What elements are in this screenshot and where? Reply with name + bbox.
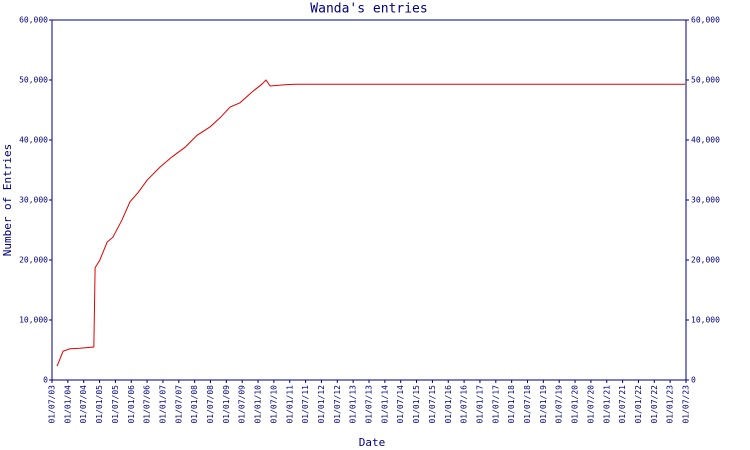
- chart-title: Wanda's entries: [310, 2, 427, 17]
- x-tick-label: 01/01/13: [349, 385, 358, 424]
- x-tick-label: 01/01/23: [666, 385, 675, 424]
- x-axis-label: Date: [359, 436, 386, 449]
- x-tick-label: 01/07/05: [111, 385, 120, 424]
- y-tick-label: 0: [43, 376, 48, 385]
- y2-tick-label: 10,000: [691, 316, 720, 325]
- x-tick-label: 01/01/21: [602, 385, 611, 424]
- x-tick-label: 01/07/14: [396, 385, 405, 424]
- x-tick-label: 01/01/20: [571, 385, 580, 424]
- y2-tick-label: 50,000: [691, 76, 720, 85]
- y-tick-label: 30,000: [19, 196, 48, 205]
- x-tick-label: 01/07/03: [48, 385, 57, 424]
- x-tick-label: 01/07/19: [555, 385, 564, 424]
- x-tick-label: 01/07/11: [301, 385, 310, 424]
- x-tick-label: 01/07/12: [333, 385, 342, 424]
- data-line: [56, 79, 686, 367]
- y2-tick-label: 60,000: [691, 16, 720, 25]
- x-tick-label: 01/01/04: [63, 385, 72, 424]
- x-tick-label: 01/01/07: [158, 385, 167, 424]
- y-tick-label: 20,000: [19, 256, 48, 265]
- y2-tick-label: 20,000: [691, 256, 720, 265]
- y-tick-label: 40,000: [19, 136, 48, 145]
- x-tick-label: 01/07/10: [269, 385, 278, 424]
- x-tick-label: 01/07/07: [174, 385, 183, 424]
- y2-tick-label: 40,000: [691, 136, 720, 145]
- x-tick-label: 01/01/10: [254, 385, 263, 424]
- x-tick-label: 01/01/14: [380, 385, 389, 424]
- x-tick-label: 01/07/09: [238, 385, 247, 424]
- x-tick-label: 01/01/19: [539, 385, 548, 424]
- x-tick-label: 01/07/13: [365, 385, 374, 424]
- x-tick-label: 01/01/11: [285, 385, 294, 424]
- x-tick-label: 01/07/04: [79, 385, 88, 424]
- x-tick-label: 01/07/20: [586, 385, 595, 424]
- x-tick-label: 01/07/18: [523, 385, 532, 424]
- x-tick-label: 01/07/06: [143, 385, 152, 424]
- y2-tick-label: 30,000: [691, 196, 720, 205]
- x-tick-label: 01/07/16: [460, 385, 469, 424]
- x-tick-label: 01/07/21: [618, 385, 627, 424]
- x-tick-label: 01/01/05: [95, 385, 104, 424]
- x-tick-label: 01/01/22: [634, 385, 643, 424]
- x-tick-label: 01/01/06: [127, 385, 136, 424]
- x-tick-label: 01/07/22: [650, 385, 659, 424]
- y-axis-label: Number of Entries: [1, 144, 14, 257]
- y-tick-label: 60,000: [19, 16, 48, 25]
- plot-frame: [51, 19, 687, 381]
- y-tick-label: 10,000: [19, 316, 48, 325]
- x-tick-label: 01/01/09: [222, 385, 231, 424]
- x-tick-label: 01/07/15: [428, 385, 437, 424]
- y2-tick-label: 0: [691, 376, 696, 385]
- x-tick-label: 01/01/15: [412, 385, 421, 424]
- x-tick-label: 01/01/16: [444, 385, 453, 424]
- x-tick-label: 01/07/17: [491, 385, 500, 424]
- x-tick-label: 01/01/12: [317, 385, 326, 424]
- x-tick-label: 01/07/23: [682, 385, 691, 424]
- x-tick-label: 01/01/18: [507, 385, 516, 424]
- x-tick-label: 01/01/17: [475, 385, 484, 424]
- y-tick-label: 50,000: [19, 76, 48, 85]
- x-tick-label: 01/07/08: [206, 385, 215, 424]
- x-tick-label: 01/01/08: [190, 385, 199, 424]
